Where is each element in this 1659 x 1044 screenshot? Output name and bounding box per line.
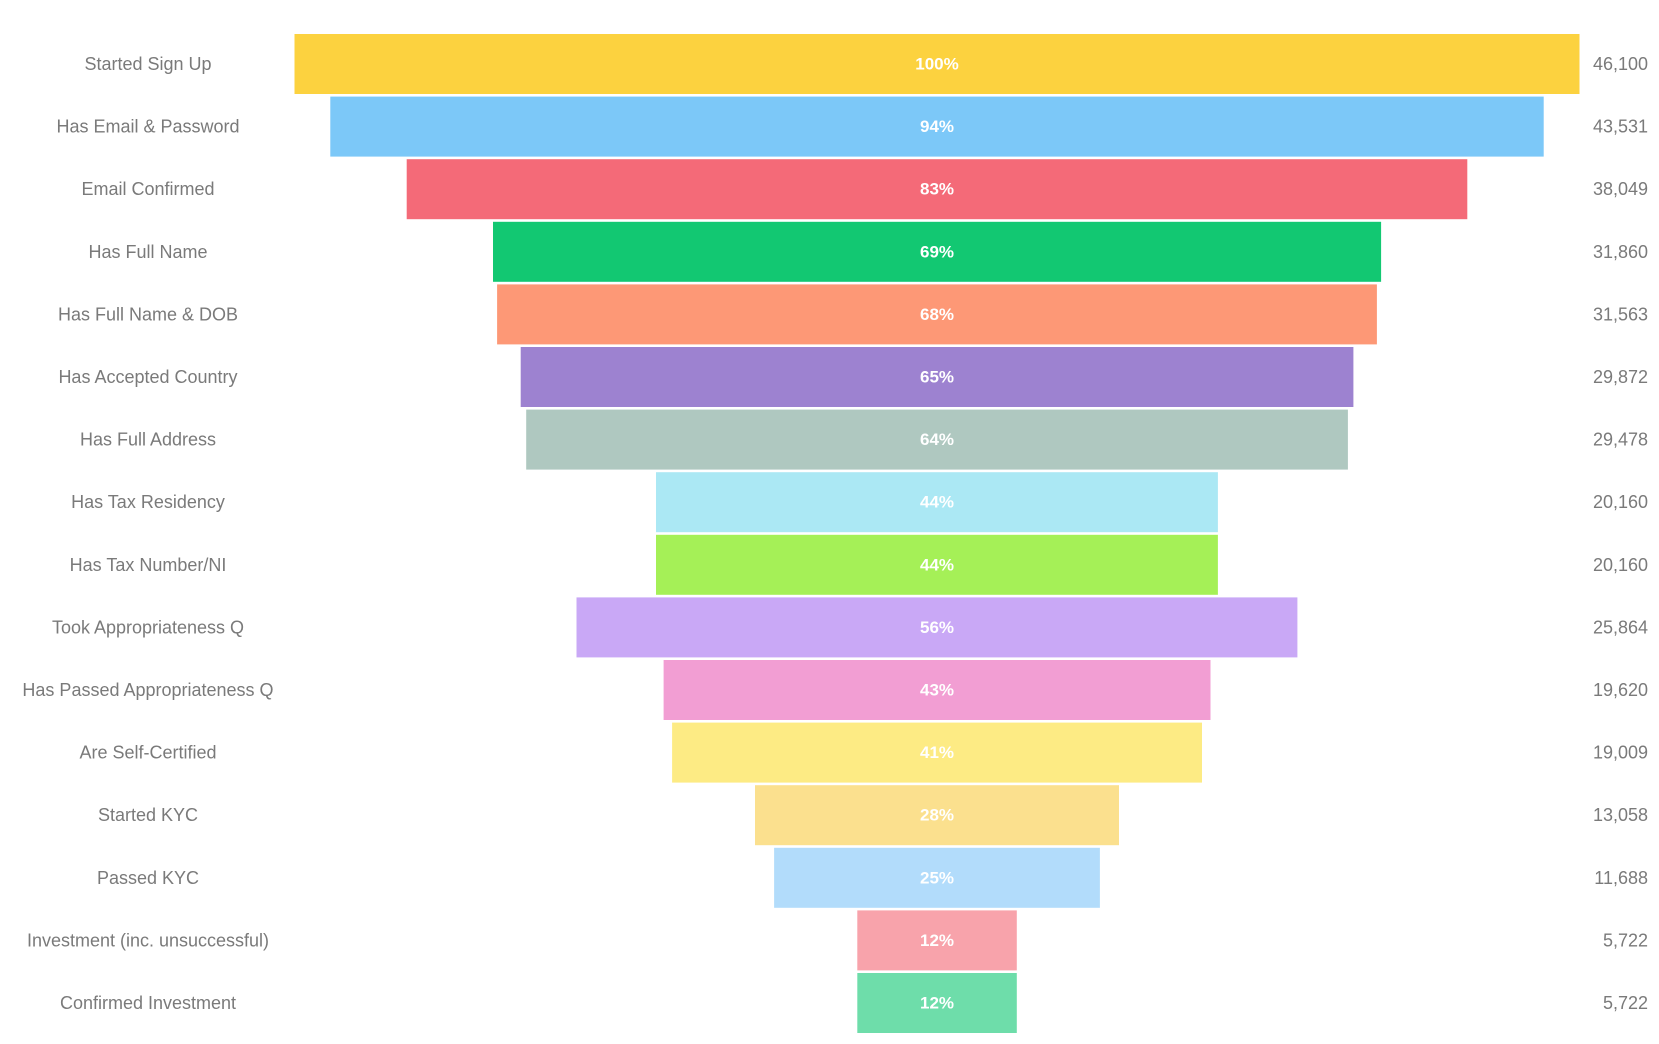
funnel-bar: [520, 347, 1354, 407]
count-label: 19,009: [1593, 743, 1648, 763]
stage-label: Has Full Name: [88, 242, 207, 262]
count-labels: 46,100 43,531 38,049 31,860 31,563 29,872 29,4…: [1593, 54, 1648, 1013]
funnel-bar: [576, 597, 1298, 658]
stage-labels: Started Sign Up Has Email & Password Email…: [22, 54, 273, 1013]
percent-label: 44%: [920, 493, 954, 512]
funnel-bar: [497, 284, 1377, 345]
stage-label: Has Tax Residency: [71, 492, 225, 512]
count-label: 43,531: [1593, 117, 1648, 137]
percent-label: 28%: [920, 806, 954, 825]
percent-label: 64%: [920, 430, 954, 449]
funnel-bar: [857, 910, 1017, 971]
funnel-bar: [330, 96, 1544, 157]
percent-label: 94%: [920, 117, 954, 136]
percent-label: 43%: [920, 681, 954, 700]
count-label: 20,160: [1593, 555, 1648, 575]
count-label: 46,100: [1593, 54, 1648, 74]
count-label: 13,058: [1593, 805, 1648, 825]
count-label: 11,688: [1594, 868, 1648, 888]
funnel-bar: [774, 847, 1100, 908]
stage-label: Has Passed Appropriateness Q: [22, 680, 273, 700]
count-label: 5,722: [1603, 993, 1648, 1013]
stage-label: Started KYC: [98, 805, 198, 825]
count-label: 5,722: [1603, 930, 1648, 950]
funnel-bar: [656, 472, 1218, 533]
stage-label: Took Appropriateness Q: [52, 617, 244, 637]
percent-label: 65%: [920, 368, 954, 387]
stage-label: Has Tax Number/NI: [70, 555, 227, 575]
count-label: 38,049: [1593, 179, 1648, 199]
count-label: 31,563: [1593, 304, 1648, 324]
stage-label: Confirmed Investment: [60, 993, 236, 1013]
stage-label: Has Full Address: [80, 430, 216, 450]
funnel-bar: [526, 409, 1348, 470]
percent-label: 41%: [920, 743, 954, 762]
funnel-bar: [493, 221, 1382, 282]
percent-label: 68%: [920, 305, 954, 324]
funnel-bar: [672, 722, 1202, 783]
percent-label: 56%: [920, 618, 954, 637]
count-label: 29,872: [1593, 367, 1648, 387]
stage-label: Investment (inc. unsuccessful): [27, 930, 269, 950]
count-label: 25,864: [1593, 617, 1648, 637]
percent-label: 44%: [920, 555, 954, 574]
count-label: 29,478: [1593, 430, 1648, 450]
percent-label: 12%: [920, 994, 954, 1013]
stage-label: Has Email & Password: [56, 117, 239, 137]
count-label: 31,860: [1593, 242, 1648, 262]
stage-label: Email Confirmed: [81, 179, 214, 199]
count-label: 19,620: [1593, 680, 1648, 700]
stage-label: Has Full Name & DOB: [58, 304, 238, 324]
count-label: 20,160: [1593, 492, 1648, 512]
percent-label: 25%: [920, 868, 954, 887]
funnel-bar: [857, 973, 1017, 1033]
percent-label: 69%: [920, 242, 954, 261]
funnel-bar: [663, 660, 1211, 720]
stage-label: Are Self-Certified: [79, 743, 216, 763]
funnel-bar: [294, 34, 1580, 94]
funnel-bar: [755, 785, 1119, 846]
funnel-bar: [656, 534, 1218, 595]
percent-labels: 100% 94% 83% 69% 68% 65% 64% 44% 44% 56% 43% 41% 28%…: [915, 55, 958, 1013]
percent-label: 12%: [920, 931, 954, 950]
funnel-bars: [294, 34, 1580, 1033]
stage-label: Started Sign Up: [84, 54, 211, 74]
stage-label: Has Accepted Country: [58, 367, 237, 387]
percent-label: 83%: [920, 180, 954, 199]
percent-label: 100%: [915, 55, 958, 74]
stage-label: Passed KYC: [97, 868, 199, 888]
funnel-bar: [406, 159, 1468, 220]
